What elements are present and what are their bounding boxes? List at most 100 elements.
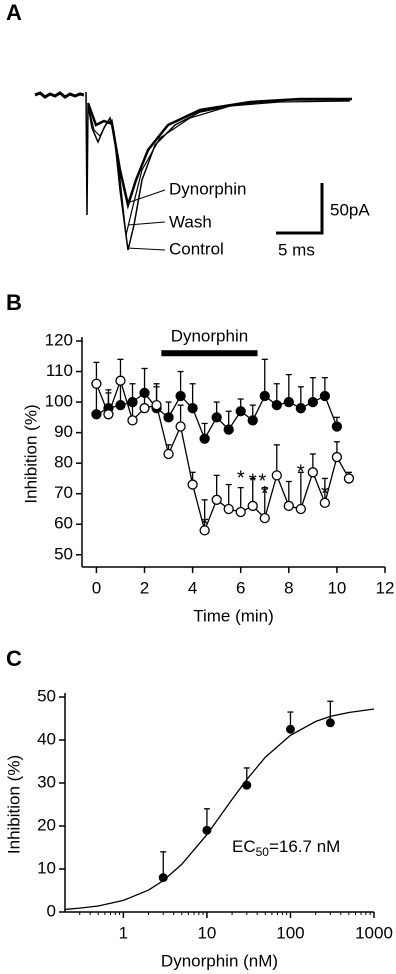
ec50-sub: 50: [256, 845, 270, 859]
fit-curve: [64, 708, 375, 911]
x-tick-label: 4: [188, 578, 197, 597]
baseline: [34, 91, 85, 99]
x-axis-label: Time (min): [193, 606, 274, 625]
significance: *: [321, 483, 329, 505]
x-tick-label: 6: [236, 578, 245, 597]
marker: [91, 409, 102, 420]
marker: [235, 506, 246, 518]
marker: [271, 399, 282, 411]
marker: [211, 412, 222, 423]
significance: *: [201, 513, 209, 535]
ec50-label: EC50=16.7 nM: [232, 837, 340, 859]
trace-label: Wash: [169, 212, 212, 231]
y-tick-label: 50: [54, 544, 73, 563]
marker: [295, 503, 306, 515]
marker: [163, 412, 174, 423]
y-tick-label: 100: [45, 392, 73, 411]
x-tick-label: 8: [284, 578, 293, 597]
y-tick-label: 30: [37, 772, 56, 791]
ec50-base: EC: [232, 837, 256, 856]
marker: [139, 403, 150, 414]
marker: [187, 403, 198, 414]
scale-label: 50pA: [330, 200, 370, 219]
traces: [34, 91, 352, 251]
treatment-bar: [161, 350, 258, 357]
x-tick-label: 100: [276, 923, 304, 942]
ec50-rest: =16.7 nM: [269, 837, 340, 856]
marker: [271, 470, 282, 481]
marker: [223, 503, 234, 515]
marker: [343, 473, 355, 484]
marker: [295, 403, 306, 414]
trace-label: Control: [169, 239, 224, 258]
y-axis-label: Inhibition (%): [4, 755, 23, 854]
marker: [115, 399, 126, 411]
marker: [283, 500, 294, 512]
y-axis-label: Inhibition (%): [21, 404, 40, 503]
marker: [223, 424, 234, 435]
y-tick-label: 110: [46, 361, 73, 380]
marker: [175, 421, 186, 432]
marker: [259, 512, 270, 524]
panel-label: B: [6, 290, 22, 315]
significance: *: [249, 471, 257, 493]
x-tick-label: 1: [119, 923, 128, 942]
x-tick-label: 10: [327, 578, 346, 597]
y-tick-label: 60: [54, 514, 73, 533]
marker: [283, 396, 294, 408]
significance: *: [237, 468, 245, 490]
marker: [91, 378, 102, 389]
panel-label: A: [6, 0, 22, 25]
marker: [331, 451, 343, 463]
marker: [115, 375, 126, 386]
marker: [259, 390, 270, 402]
series-line: [95, 378, 350, 533]
marker: [307, 396, 319, 408]
y-tick-label: 50: [37, 686, 56, 705]
marker: [202, 825, 212, 835]
significance: *: [258, 471, 266, 493]
y-tick-label: 0: [47, 901, 56, 920]
marker: [235, 406, 246, 417]
wash-trace: [87, 100, 351, 236]
marker: [331, 421, 343, 432]
marker: [325, 718, 335, 728]
marker: [175, 390, 186, 402]
marker: [285, 724, 295, 734]
scale-bar: [276, 183, 324, 235]
x-tick-label: 0: [92, 578, 101, 597]
dynorphin-trace: [86, 97, 352, 210]
x-tick-label: 12: [376, 578, 395, 597]
marker: [151, 399, 162, 411]
marker: [187, 479, 198, 490]
marker: [163, 448, 174, 460]
marker: [247, 415, 258, 426]
panel-label: C: [6, 646, 22, 671]
x-tick-label: 10: [197, 923, 216, 942]
marker: [307, 467, 319, 478]
y-tick-label: 80: [54, 453, 73, 472]
x-tick-label: 1000: [355, 923, 393, 942]
marker: [199, 525, 210, 536]
marker: [319, 497, 331, 509]
y-tick-label: 120: [45, 330, 73, 349]
trace-label: Dynorphin: [169, 179, 247, 198]
marker: [158, 873, 168, 883]
marker: [211, 494, 222, 505]
marker: [103, 409, 114, 420]
significance: *: [261, 483, 269, 505]
treatment-label: Dynorphin: [171, 327, 249, 346]
marker: [319, 390, 331, 402]
significance: *: [297, 462, 305, 484]
marker: [127, 415, 138, 426]
marker: [242, 780, 252, 790]
marker: [199, 433, 210, 444]
marker: [247, 500, 258, 512]
y-tick-label: 40: [37, 729, 56, 748]
y-tick-label: 10: [37, 858, 56, 877]
y-tick-label: 20: [37, 815, 56, 834]
x-tick-label: 2: [140, 578, 149, 597]
scale-label: 5 ms: [278, 240, 315, 259]
x-axis-label: Dynorphin (nM): [161, 951, 278, 970]
